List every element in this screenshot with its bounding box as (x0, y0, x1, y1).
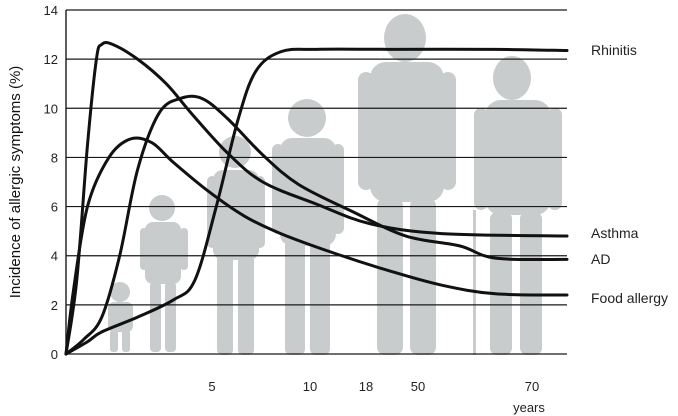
food-allergy-line (64, 136, 569, 356)
horizontal-gridlines (66, 9, 567, 355)
x-axis-tick-labels: 5 10 18 50 70 (208, 379, 539, 394)
child-silhouette (140, 195, 188, 352)
food-allergy-label: Food allergy (591, 290, 668, 306)
x-tick-label: 70 (525, 379, 539, 394)
elderly-silhouette (473, 56, 562, 355)
ad-label: AD (591, 251, 610, 267)
x-axis-title: years (513, 400, 545, 415)
y-axis-tick-labels: 0 2 4 6 8 10 12 14 (44, 3, 58, 362)
asthma-line (64, 41, 569, 356)
ad-line (64, 94, 569, 356)
rhinitis-line (64, 47, 569, 356)
y-tick-label: 0 (51, 347, 58, 362)
older-child-silhouette (207, 136, 265, 355)
y-tick-label: 10 (44, 101, 58, 116)
y-axis-title: Incidence of allergic symptoms (%) (7, 66, 24, 299)
y-tick-label: 2 (51, 298, 58, 313)
series-lines (64, 41, 569, 356)
adult-silhouette (358, 14, 456, 355)
y-tick-label: 12 (44, 52, 58, 67)
y-tick-label: 8 (51, 150, 58, 165)
y-tick-label: 6 (51, 200, 58, 215)
x-tick-label: 18 (359, 379, 373, 394)
y-tick-label: 4 (51, 249, 58, 264)
teen-silhouette (272, 99, 344, 355)
y-tick-label: 14 (44, 3, 58, 18)
human-silhouettes-background (108, 14, 562, 355)
toddler-silhouette (108, 282, 133, 352)
rhinitis-label: Rhinitis (591, 42, 637, 58)
x-tick-label: 50 (411, 379, 425, 394)
x-tick-label: 10 (303, 379, 317, 394)
asthma-label: Asthma (591, 225, 639, 241)
x-tick-label: 5 (208, 379, 215, 394)
series-labels: Rhinitis Asthma AD Food allergy (591, 42, 668, 306)
